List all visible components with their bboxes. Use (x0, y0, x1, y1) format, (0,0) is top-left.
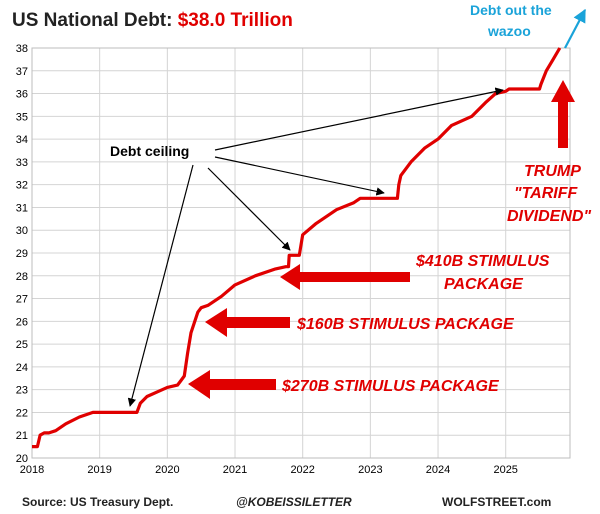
footer-source: Source: US Treasury Dept. (22, 495, 173, 509)
stimulus-160-label: $160B STIMULUS PACKAGE (296, 316, 515, 333)
y-tick-label: 38 (16, 43, 28, 55)
x-tick-label: 2020 (155, 464, 179, 476)
y-tick-label: 29 (16, 248, 28, 260)
y-tick-label: 21 (16, 430, 28, 442)
y-tick-label: 32 (16, 180, 28, 192)
debt-ceiling-arrow-2023 (214, 156, 385, 196)
stimulus-410-label-line2: PACKAGE (444, 276, 524, 293)
stimulus-410-label-line1: $410B STIMULUS (415, 253, 550, 270)
stimulus-270-label: $270B STIMULUS PACKAGE (281, 378, 500, 395)
chart-title: US National Debt: $38.0 Trillion (12, 10, 293, 31)
trump-label-line2: "TARIFF (514, 185, 579, 202)
debt-ceiling-arrow-2021 (207, 167, 291, 251)
x-tick-label: 2023 (358, 464, 382, 476)
x-axis: 2018 2019 2020 2021 2022 2023 2024 2025 (20, 464, 518, 476)
y-tick-label: 25 (16, 339, 28, 351)
chart-title-value: $38.0 Trillion (178, 10, 293, 31)
y-axis: 20 21 22 23 24 25 26 27 28 29 30 31 32 33 34 35 36 37 38 (16, 43, 28, 465)
debt-series-line (32, 47, 562, 449)
wazoo-label-line1: Debt out the (470, 2, 552, 18)
debt-ceiling-label: Debt ceiling (110, 143, 189, 159)
x-tick-label: 2022 (290, 464, 314, 476)
y-tick-label: 20 (16, 453, 28, 465)
debt-ceiling-arrow-2025 (214, 87, 504, 151)
y-tick-label: 22 (16, 407, 28, 419)
y-tick-label: 37 (16, 66, 28, 78)
trump-label-line3: DIVIDEND" (507, 208, 591, 225)
trump-label-line1: TRUMP (524, 163, 581, 180)
y-tick-label: 27 (16, 294, 28, 306)
x-tick-label: 2019 (87, 464, 111, 476)
x-tick-label: 2018 (20, 464, 44, 476)
y-tick-label: 28 (16, 271, 28, 283)
stimulus-270-arrow (188, 370, 276, 399)
x-tick-label: 2021 (223, 464, 247, 476)
y-tick-label: 33 (16, 157, 28, 169)
y-tick-label: 35 (16, 111, 28, 123)
wazoo-label-line2: wazoo (487, 23, 531, 39)
y-tick-label: 30 (16, 225, 28, 237)
trump-arrow (551, 80, 575, 148)
wazoo-arrow (564, 8, 586, 49)
footer-handle: @KOBEISSILETTER (236, 495, 352, 509)
y-tick-label: 36 (16, 89, 28, 101)
y-tick-label: 24 (16, 362, 28, 374)
stimulus-160-arrow (205, 308, 290, 337)
y-tick-label: 23 (16, 385, 28, 397)
x-tick-label: 2024 (426, 464, 450, 476)
stimulus-410-arrow (280, 264, 410, 290)
plot-frame (31, 47, 571, 459)
debt-ceiling-arrow-2019 (127, 164, 194, 407)
y-tick-label: 34 (16, 134, 28, 146)
chart-title-prefix: US National Debt: (12, 10, 178, 31)
x-tick-label: 2025 (493, 464, 517, 476)
y-tick-label: 31 (16, 202, 28, 214)
footer-site: WOLFSTREET.com (442, 495, 551, 509)
y-tick-label: 26 (16, 316, 28, 328)
